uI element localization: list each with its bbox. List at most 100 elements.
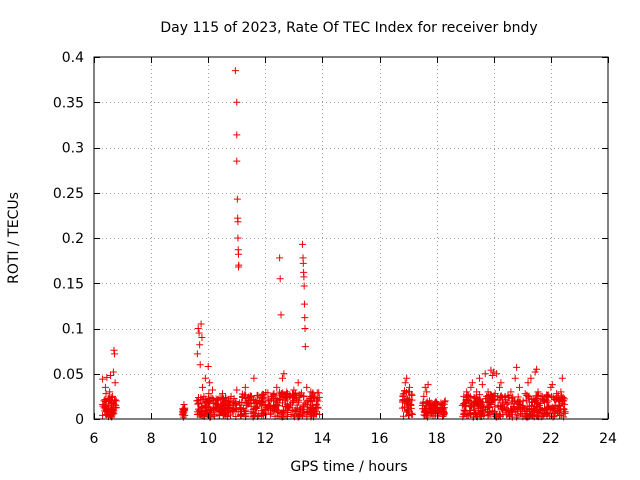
- data-point: [214, 395, 222, 403]
- data-point: [432, 398, 440, 406]
- data-point: [180, 401, 188, 409]
- data-point: [301, 343, 309, 351]
- data-point: [555, 401, 563, 409]
- data-point: [407, 401, 415, 409]
- data-point: [201, 374, 209, 382]
- data-point: [231, 67, 239, 75]
- data-point: [554, 407, 562, 415]
- data-point: [440, 410, 448, 418]
- chart-title: Day 115 of 2023, Rate Of TEC Index for r…: [160, 20, 537, 36]
- data-point: [279, 392, 287, 400]
- x-tick-label: 12: [256, 431, 274, 447]
- data-point: [273, 383, 281, 391]
- data-point: [474, 395, 482, 403]
- data-point: [525, 406, 533, 414]
- data-point: [103, 373, 111, 381]
- data-point: [313, 389, 321, 397]
- data-point: [256, 397, 264, 405]
- data-point: [495, 411, 503, 419]
- data-point: [470, 406, 478, 414]
- data-point: [544, 391, 552, 399]
- data-point: [297, 389, 305, 397]
- data-point: [100, 397, 108, 405]
- data-point: [548, 381, 556, 389]
- data-point: [234, 263, 242, 271]
- data-point: [541, 406, 549, 414]
- data-point: [109, 392, 117, 400]
- data-point: [226, 400, 234, 408]
- data-point: [555, 411, 563, 419]
- data-point: [298, 240, 306, 248]
- data-point: [236, 399, 244, 407]
- data-point: [471, 410, 479, 418]
- data-point: [217, 401, 225, 409]
- x-tick-label: 6: [90, 431, 99, 447]
- data-point: [110, 346, 118, 354]
- data-point: [273, 398, 281, 406]
- data-point: [495, 383, 503, 391]
- data-point: [467, 383, 475, 391]
- data-point: [300, 273, 308, 281]
- data-point: [234, 218, 242, 226]
- data-point: [200, 392, 208, 400]
- data-point: [541, 405, 549, 413]
- tick-layer: 6 8 10 12 14 16 18 20 22 24 0 0.05 0.1 0.15 0.2 0.25 0.3…: [53, 50, 617, 447]
- data-point: [277, 311, 285, 319]
- data-point: [559, 393, 567, 401]
- data-point: [419, 398, 427, 406]
- data-point: [488, 372, 496, 380]
- data-point: [299, 412, 307, 420]
- x-tick-label: 22: [542, 431, 560, 447]
- data-point: [403, 407, 411, 415]
- data-point: [491, 390, 499, 398]
- data-point: [203, 401, 211, 409]
- data-point: [206, 379, 214, 387]
- y-tick-label: 0.05: [53, 367, 84, 383]
- data-point: [549, 394, 557, 402]
- data-point: [530, 395, 538, 403]
- data-point: [300, 282, 308, 290]
- data-point: [250, 374, 258, 382]
- data-point: [279, 406, 287, 414]
- data-point: [484, 388, 492, 396]
- data-point: [480, 411, 488, 419]
- data-point: [267, 406, 275, 414]
- data-point: [560, 397, 568, 405]
- data-point: [198, 334, 206, 342]
- data-point: [259, 391, 267, 399]
- data-point: [426, 397, 434, 405]
- data-point: [303, 383, 311, 391]
- data-point: [179, 408, 187, 416]
- data-point: [306, 406, 314, 414]
- data-point: [534, 388, 542, 396]
- data-point: [109, 368, 117, 376]
- data-point: [485, 398, 493, 406]
- data-point: [561, 408, 569, 416]
- data-point: [273, 412, 281, 420]
- data-point: [487, 366, 495, 374]
- data-point: [287, 410, 295, 418]
- data-point: [101, 383, 109, 391]
- data-points-layer: [99, 67, 569, 420]
- data-point: [221, 397, 229, 405]
- data-point: [108, 399, 116, 407]
- data-point: [294, 379, 302, 387]
- data-point: [310, 408, 318, 416]
- data-point: [543, 391, 551, 399]
- data-point: [264, 395, 272, 403]
- data-point: [289, 390, 297, 398]
- data-point: [460, 392, 468, 400]
- data-point: [309, 405, 317, 413]
- data-point: [553, 390, 561, 398]
- data-point: [181, 411, 189, 419]
- data-point: [401, 379, 409, 387]
- data-point: [423, 388, 431, 396]
- data-point: [193, 350, 201, 358]
- x-tick-label: 8: [147, 431, 156, 447]
- data-point: [196, 341, 204, 349]
- data-point: [513, 363, 521, 371]
- data-point: [205, 390, 213, 398]
- data-point: [233, 157, 241, 165]
- data-point: [487, 410, 495, 418]
